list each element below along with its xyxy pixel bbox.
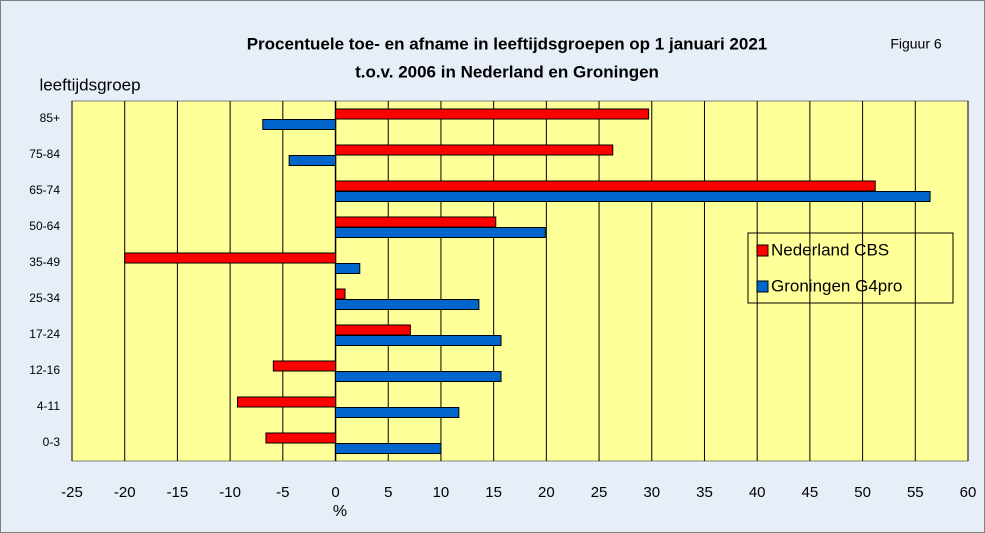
bar: [335, 216, 497, 228]
y-tick-label: 0-3: [43, 435, 61, 449]
y-tick-label: 35-49: [29, 255, 60, 269]
x-tick-label: 45: [802, 484, 819, 501]
bar: [335, 144, 614, 156]
x-tick-label: -20: [114, 484, 136, 501]
y-tick-label: 25-34: [29, 291, 60, 305]
x-tick-label: 5: [384, 484, 392, 501]
x-tick-label: 40: [749, 484, 766, 501]
bar: [262, 119, 337, 130]
bar: [335, 108, 650, 120]
bar: [335, 299, 480, 310]
x-tick-label: 55: [907, 484, 924, 501]
y-tick-label: 75-84: [29, 147, 60, 161]
bar: [335, 443, 442, 454]
bar: [272, 360, 337, 372]
x-tick-label: 20: [538, 484, 555, 501]
y-tick-label: 85+: [40, 111, 60, 125]
x-tick-label: 35: [696, 484, 713, 501]
bar: [236, 396, 337, 408]
bar: [335, 324, 411, 336]
bar: [265, 432, 337, 444]
bar: [288, 155, 337, 166]
chart-subtitle: t.o.v. 2006 in Nederland en Groningen: [355, 62, 659, 81]
x-tick-label: 0: [331, 484, 339, 501]
x-axis-label: %: [333, 503, 347, 520]
y-tick-label: 17-24: [29, 327, 60, 341]
bar: [335, 288, 346, 300]
annotation: Figuur 6: [890, 36, 942, 52]
y-tick-label: 4-11: [37, 399, 60, 413]
legend-label: Groningen G4pro: [771, 276, 902, 295]
bar: [124, 252, 337, 264]
x-tick-label: -25: [61, 484, 83, 501]
chart-title: Procentuele toe- en afname in leeftijdsg…: [247, 34, 768, 53]
legend: [747, 232, 954, 304]
y-tick-label: 50-64: [29, 219, 60, 233]
x-tick-label: 15: [485, 484, 502, 501]
x-tick-label: 25: [591, 484, 608, 501]
bar: [335, 371, 502, 382]
x-tick-label: 30: [643, 484, 660, 501]
y-tick-label: 12-16: [29, 363, 60, 377]
x-tick-label: -15: [167, 484, 189, 501]
y-tick-label: 65-74: [29, 183, 60, 197]
x-tick-label: -10: [219, 484, 241, 501]
bar: [335, 227, 546, 238]
y-axis-label: leeftijdsgroep: [39, 75, 140, 94]
legend-swatch: [756, 244, 769, 257]
x-tick-label: -5: [276, 484, 289, 501]
bar: [335, 180, 876, 192]
bar: [335, 263, 361, 274]
bar: [335, 335, 502, 346]
legend-swatch: [756, 280, 769, 293]
x-tick-label: 10: [433, 484, 450, 501]
legend-label: Nederland CBS: [771, 240, 889, 259]
x-tick-label: 50: [854, 484, 871, 501]
bar: [335, 191, 931, 202]
bar: [335, 407, 460, 418]
x-tick-label: 60: [960, 484, 977, 501]
